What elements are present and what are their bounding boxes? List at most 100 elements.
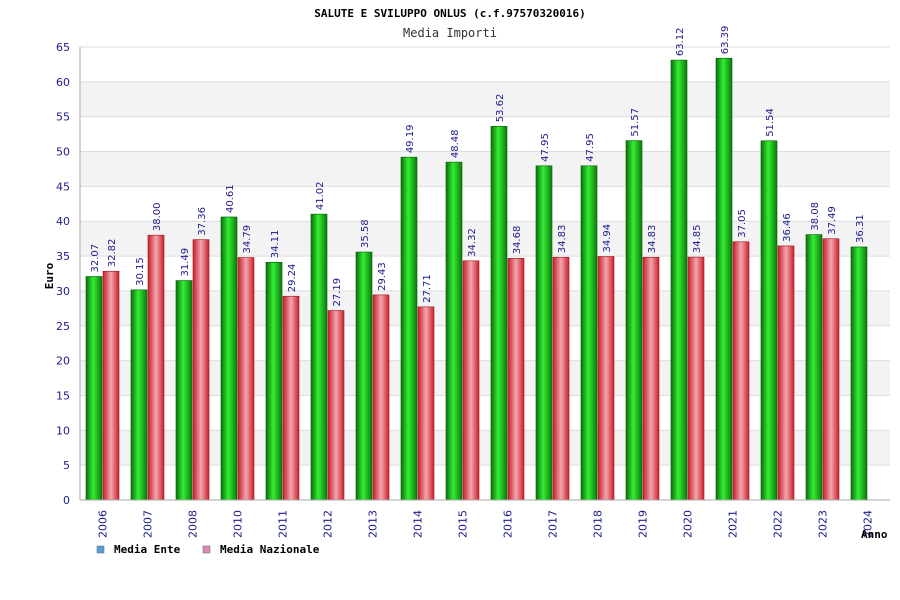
- data-label-media-nazionale: 37.05: [737, 209, 748, 238]
- gridlines: [80, 46, 890, 501]
- x-tick-label: 2016: [502, 510, 515, 538]
- x-tick-label: 2024: [862, 510, 875, 538]
- data-label-media-ente: 38.08: [810, 202, 821, 231]
- y-tick-label: 35: [56, 250, 70, 263]
- y-tick-label: 65: [56, 41, 70, 54]
- data-label-media-nazionale: 29.24: [287, 264, 298, 293]
- x-tick-label: 2015: [457, 510, 470, 538]
- bar-media-ente: [310, 213, 328, 501]
- data-label-media-nazionale: 34.85: [692, 224, 703, 253]
- bars: [85, 57, 868, 501]
- grid-band: [80, 47, 890, 82]
- bar-media-ente: [355, 251, 373, 501]
- bar-media-nazionale: [642, 256, 660, 501]
- x-tick-label: 2021: [727, 510, 740, 538]
- y-tick-label: 60: [56, 76, 70, 89]
- data-label-media-nazionale: 34.68: [512, 226, 523, 255]
- bar-media-nazionale: [552, 256, 570, 501]
- data-label-media-nazionale: 34.79: [242, 225, 253, 254]
- data-label-media-ente: 48.48: [450, 129, 461, 158]
- grid-band: [80, 221, 890, 257]
- bar-media-ente: [715, 57, 733, 501]
- x-tick-label: 2008: [187, 510, 200, 538]
- data-label-media-ente: 32.07: [90, 244, 101, 273]
- y-tick-label: 10: [56, 424, 70, 437]
- bar-media-ente: [220, 216, 238, 501]
- bar-media-ente: [760, 140, 778, 501]
- y-tick-label: 5: [63, 459, 70, 472]
- data-label-media-ente: 47.95: [540, 133, 551, 162]
- y-tick-label: 25: [56, 320, 70, 333]
- data-label-media-nazionale: 34.32: [467, 228, 478, 257]
- data-label-media-nazionale: 37.36: [197, 207, 208, 236]
- bar-media-nazionale: [597, 256, 615, 501]
- grid-band: [80, 186, 890, 222]
- x-tick-label: 2018: [592, 510, 605, 538]
- data-label-media-nazionale: 34.83: [557, 225, 568, 254]
- legend-swatch-media-ente: [96, 545, 105, 554]
- data-label-media-nazionale: 34.83: [647, 225, 658, 254]
- bar-media-nazionale: [372, 294, 390, 501]
- bar-media-nazionale: [687, 256, 705, 501]
- chart-title: SALUTE E SVILUPPO ONLUS (c.f.97570320016…: [314, 7, 586, 20]
- data-label-media-ente: 31.49: [180, 248, 191, 277]
- bar-media-nazionale: [462, 260, 480, 501]
- bar-media-ente: [805, 234, 823, 501]
- x-tick-label: 2013: [367, 510, 380, 538]
- data-label-media-ente: 63.12: [675, 27, 686, 56]
- data-label-media-ente: 51.57: [630, 108, 641, 137]
- x-tick-label: 2012: [322, 510, 335, 538]
- data-label-media-nazionale: 36.46: [782, 213, 793, 242]
- x-tick-label: 2017: [547, 510, 560, 538]
- grid-band: [80, 116, 890, 152]
- x-tick-label: 2011: [277, 510, 290, 538]
- y-tick-label: 45: [56, 180, 70, 193]
- y-axis-label: Euro: [43, 262, 56, 289]
- bar-media-ente: [535, 165, 553, 501]
- bar-media-nazionale: [237, 257, 255, 501]
- bar-media-nazionale: [777, 245, 795, 501]
- data-label-media-ente: 41.02: [315, 181, 326, 210]
- legend: Media Ente Media Nazionale: [96, 543, 320, 556]
- data-labels: 32.07 32.82 30.15 38.00 31.49 37.36 40.61 34.79…: [90, 26, 866, 307]
- x-tick-label: 2006: [97, 510, 110, 538]
- data-label-media-ente: 47.95: [585, 133, 596, 162]
- bar-media-ente: [580, 165, 598, 501]
- y-axis-ticks: 0 5 10 15 20 25 30 35 40 45 50 55 60 65: [56, 41, 70, 507]
- x-axis-label: Anno: [861, 528, 888, 541]
- data-label-media-ente: 34.11: [270, 230, 281, 259]
- data-label-media-nazionale: 38.00: [152, 203, 163, 232]
- legend-swatch-media-nazionale: [202, 545, 211, 554]
- bar-media-nazionale: [822, 238, 840, 501]
- bar-media-ente: [670, 59, 688, 501]
- y-tick-label: 20: [56, 355, 70, 368]
- data-label-media-ente: 35.58: [360, 219, 371, 248]
- grid-band: [80, 465, 890, 500]
- data-label-media-ente: 36.31: [855, 214, 866, 243]
- grid-band: [80, 325, 890, 361]
- x-axis-ticks: 2006 2007 2008 2010 2011 2012 2013 2014 2015 2016…: [97, 510, 875, 538]
- data-label-media-nazionale: 27.71: [422, 274, 433, 303]
- x-tick-label: 2014: [412, 510, 425, 538]
- grid-band: [80, 395, 890, 431]
- grid-band: [80, 430, 890, 466]
- y-tick-label: 30: [56, 285, 70, 298]
- bar-media-nazionale: [417, 306, 435, 501]
- y-tick-label: 50: [56, 146, 70, 159]
- x-tick-label: 2010: [232, 510, 245, 538]
- x-tick-label: 2007: [142, 510, 155, 538]
- x-tick-label: 2019: [637, 510, 650, 538]
- bar-media-ente: [490, 126, 508, 501]
- data-label-media-ente: 40.61: [225, 184, 236, 213]
- y-tick-label: 0: [63, 494, 70, 507]
- data-label-media-nazionale: 34.94: [602, 224, 613, 253]
- bar-media-nazionale: [732, 241, 750, 501]
- plot-background: [80, 47, 890, 500]
- y-tick-label: 40: [56, 215, 70, 228]
- grid-band: [80, 81, 890, 117]
- bar-media-ente: [625, 140, 643, 501]
- x-tick-label: 2020: [682, 510, 695, 538]
- y-tick-label: 15: [56, 389, 70, 402]
- data-label-media-ente: 49.19: [405, 125, 416, 154]
